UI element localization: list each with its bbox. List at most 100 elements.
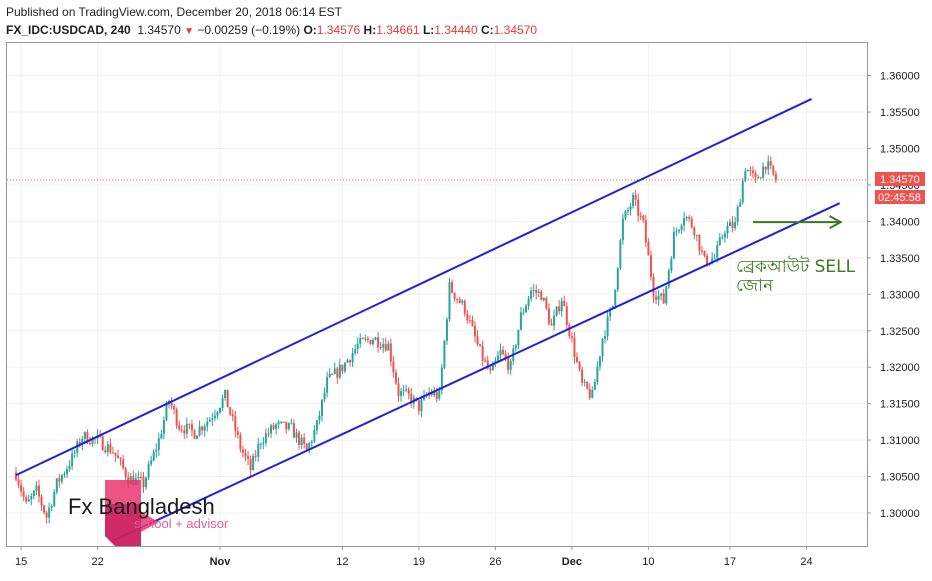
- candle-body: [466, 313, 469, 321]
- candle-body: [119, 458, 122, 460]
- candle-body: [364, 338, 367, 340]
- candle-body: [731, 222, 734, 229]
- candle-body: [267, 433, 270, 435]
- candle-body: [150, 460, 153, 465]
- candle-body: [86, 432, 89, 444]
- candle-body: [560, 300, 563, 312]
- candle-body: [303, 437, 306, 444]
- candle-body: [502, 349, 505, 354]
- candle-body: [499, 349, 502, 356]
- candle-body: [219, 407, 221, 413]
- candle-body: [410, 393, 413, 404]
- candle-body: [570, 336, 573, 339]
- candle-body: [331, 373, 334, 375]
- x-tick-label: 26: [489, 556, 501, 568]
- candle-body: [244, 452, 247, 457]
- candle-body: [183, 430, 186, 434]
- candle-body: [624, 211, 627, 219]
- candle-body: [198, 426, 201, 436]
- candle-body: [489, 368, 492, 371]
- candle-body: [321, 399, 323, 416]
- arrow-head-icon: [829, 215, 843, 230]
- candle-body: [196, 435, 199, 439]
- candle-body: [774, 174, 777, 180]
- annotation-line1: ব্রেকআউট SELL: [736, 256, 856, 277]
- annotation-line2: জোন: [736, 276, 774, 296]
- candle-body: [101, 436, 104, 451]
- candle-body: [593, 382, 596, 390]
- candle-body: [672, 232, 675, 259]
- candle-body: [147, 464, 150, 478]
- candle-body: [137, 476, 140, 479]
- candle-body: [203, 426, 206, 431]
- candle-body: [667, 270, 670, 287]
- candle-body: [384, 344, 387, 351]
- low-label: L:: [422, 23, 435, 37]
- candle-body: [165, 404, 168, 421]
- candle-body: [491, 363, 494, 371]
- candle-body: [91, 437, 94, 444]
- candle-body: [356, 343, 359, 349]
- price-tag: 1.34570: [875, 172, 925, 186]
- candle-body: [721, 237, 724, 239]
- candle-body: [71, 453, 74, 467]
- candle-body: [374, 337, 377, 340]
- candle-body: [537, 291, 540, 293]
- candle-body: [606, 316, 609, 337]
- x-tick-label: 24: [800, 556, 812, 568]
- candle-body: [443, 340, 446, 368]
- candle-body: [494, 360, 497, 364]
- candle-body: [706, 255, 709, 265]
- candle-body: [532, 289, 535, 291]
- candle-body: [43, 505, 46, 513]
- candle-body: [634, 194, 637, 200]
- candle-body: [690, 218, 693, 228]
- candle-body: [461, 300, 464, 303]
- candle-body: [305, 443, 308, 450]
- y-tick-label: 1.32500: [880, 326, 920, 338]
- candle-body: [338, 364, 341, 378]
- candle-body: [15, 472, 17, 480]
- candle-body: [741, 181, 744, 203]
- candle-body: [535, 289, 538, 293]
- candle-body: [295, 432, 298, 438]
- candle-body: [45, 512, 48, 518]
- y-axis: 1.30000 1.30500 1.31000 1.31500 1.32000 1.325…: [867, 71, 920, 520]
- candle-body: [550, 323, 553, 326]
- candle-body: [507, 358, 510, 370]
- y-tick-label: 1.31000: [880, 435, 920, 447]
- candle-body: [407, 389, 410, 394]
- candle-body: [772, 165, 775, 175]
- candle-body: [188, 423, 191, 425]
- candle-body: [632, 194, 635, 207]
- candle-body: [229, 407, 232, 415]
- candle-body: [221, 398, 224, 408]
- countdown-tag-text: 02:45:58: [878, 192, 921, 204]
- candle-body: [769, 161, 772, 166]
- candle-body: [619, 240, 622, 269]
- candle-body: [509, 360, 512, 370]
- candle-body: [349, 360, 352, 363]
- candle-body: [764, 166, 767, 170]
- open-value: 1.34576: [316, 23, 361, 37]
- candle-body: [680, 225, 683, 230]
- candle-body: [583, 381, 586, 383]
- candle-body: [716, 245, 719, 258]
- candle-body: [576, 357, 578, 363]
- candle-body: [476, 336, 479, 345]
- candle-body: [718, 237, 721, 246]
- candle-body: [711, 258, 714, 264]
- candle-body: [139, 476, 142, 478]
- candle-body: [173, 406, 176, 410]
- watermark-subtitle: school + advisor: [134, 516, 229, 531]
- candle-body: [206, 421, 209, 427]
- candle-body: [751, 170, 754, 173]
- y-tick-label: 1.35000: [880, 144, 920, 156]
- candle-body: [586, 381, 589, 389]
- candle-body: [614, 289, 617, 306]
- candle-body: [157, 438, 160, 450]
- y-tick-label: 1.35500: [880, 107, 920, 119]
- candle-body: [474, 325, 476, 337]
- candle-body: [739, 202, 742, 207]
